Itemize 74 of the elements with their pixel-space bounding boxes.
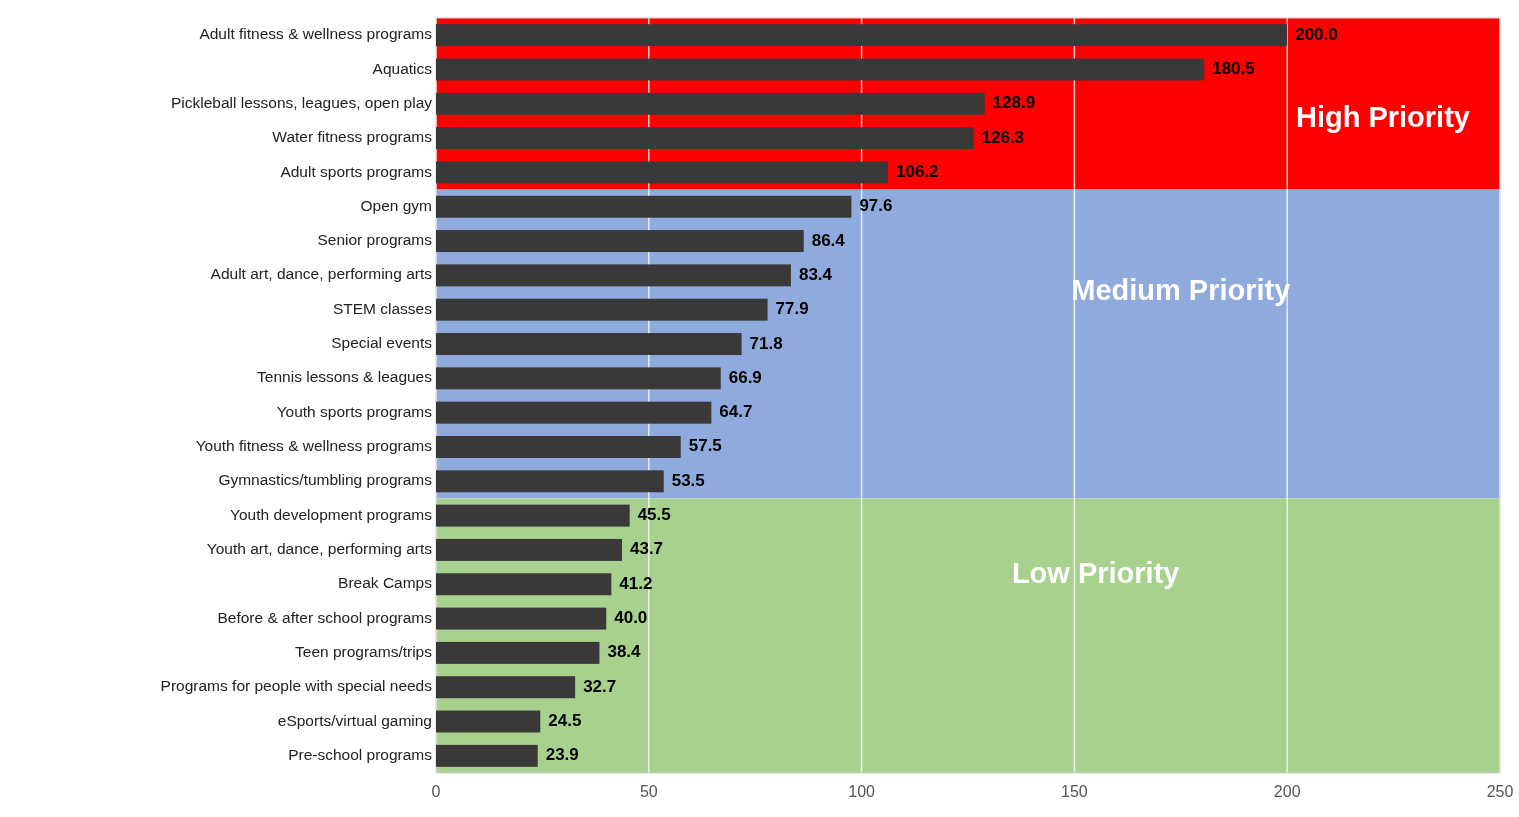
data-label: 180.5 <box>1212 58 1255 78</box>
y-tick-label: Break Camps <box>338 574 433 592</box>
data-label: 53.5 <box>671 470 705 490</box>
data-label: 57.5 <box>688 436 722 456</box>
bar <box>436 641 600 664</box>
y-tick-label: STEM classes <box>332 299 433 317</box>
bar <box>436 127 974 150</box>
bar <box>436 230 804 253</box>
bar <box>436 195 852 218</box>
data-label: 66.9 <box>728 367 762 387</box>
bar <box>436 161 888 184</box>
data-label: 41.2 <box>619 573 653 593</box>
y-tick-label: Youth sports programs <box>276 402 433 420</box>
bar <box>436 367 721 390</box>
x-tick-label: 150 <box>1061 783 1088 800</box>
y-tick-label: Special events <box>331 334 433 352</box>
x-tick-label: 50 <box>639 783 658 800</box>
y-tick-label: Pre-school programs <box>288 745 433 763</box>
y-tick-label: Gymnastics/tumbling programs <box>218 471 433 489</box>
data-label: 23.9 <box>545 745 579 765</box>
y-tick-label: Pickleball lessons, leagues, open play <box>170 93 433 111</box>
bar <box>436 573 612 596</box>
bar <box>436 401 712 424</box>
y-tick-label: Open gym <box>360 196 432 214</box>
y-tick-label: Adult art, dance, performing arts <box>210 265 433 283</box>
band-label: High Priority <box>1295 101 1470 134</box>
y-tick-label: Teen programs/trips <box>295 642 433 660</box>
y-tick-label: Programs for people with special needs <box>160 677 433 695</box>
y-tick-label: Aquatics <box>372 59 433 77</box>
x-tick-label: 250 <box>1486 783 1514 800</box>
x-tick-label: 0 <box>431 783 441 800</box>
data-label: 64.7 <box>719 402 753 422</box>
data-label: 71.8 <box>749 333 783 353</box>
y-tick-label: Before & after school programs <box>217 608 433 626</box>
data-label: 126.3 <box>981 127 1025 147</box>
data-label: 200.0 <box>1295 24 1338 44</box>
bar <box>436 298 768 321</box>
bar <box>436 264 791 287</box>
bar <box>436 333 742 355</box>
data-label: 77.9 <box>775 299 809 319</box>
x-tick-label: 100 <box>848 783 876 800</box>
band-label: Low Priority <box>1011 557 1180 590</box>
y-tick-label: Water fitness programs <box>272 128 433 146</box>
y-tick-label: Tennis lessons & leagues <box>257 368 433 386</box>
data-label: 40.0 <box>614 608 648 628</box>
bar <box>436 58 1205 81</box>
y-tick-label: eSports/virtual gaming <box>277 711 432 729</box>
bar <box>436 710 541 733</box>
data-label: 38.4 <box>607 642 642 662</box>
y-tick-label: Youth development programs <box>230 505 433 523</box>
y-tick-label: Adult fitness & wellness programs <box>199 25 433 43</box>
bar <box>436 607 607 630</box>
y-tick-label: Youth art, dance, performing arts <box>206 540 433 558</box>
bar <box>436 504 630 527</box>
bar <box>436 538 622 561</box>
bar <box>436 436 681 458</box>
data-label: 86.4 <box>811 230 846 250</box>
data-label: 128.9 <box>992 93 1036 113</box>
bar <box>436 676 576 699</box>
y-tick-label: Senior programs <box>317 231 433 249</box>
bar <box>436 744 538 767</box>
data-label: 106.2 <box>895 161 939 181</box>
data-label: 32.7 <box>583 676 617 696</box>
bar <box>436 24 1288 47</box>
bar <box>436 470 664 493</box>
data-label: 43.7 <box>629 539 664 559</box>
y-tick-label: Youth fitness & wellness programs <box>195 437 433 455</box>
data-label: 24.5 <box>548 711 582 731</box>
data-label: 97.6 <box>859 196 893 216</box>
data-label: 45.5 <box>637 505 671 525</box>
data-label: 83.4 <box>798 264 833 284</box>
y-tick-label: Adult sports programs <box>280 162 433 180</box>
bar <box>436 92 985 115</box>
x-tick-label: 200 <box>1273 783 1301 800</box>
